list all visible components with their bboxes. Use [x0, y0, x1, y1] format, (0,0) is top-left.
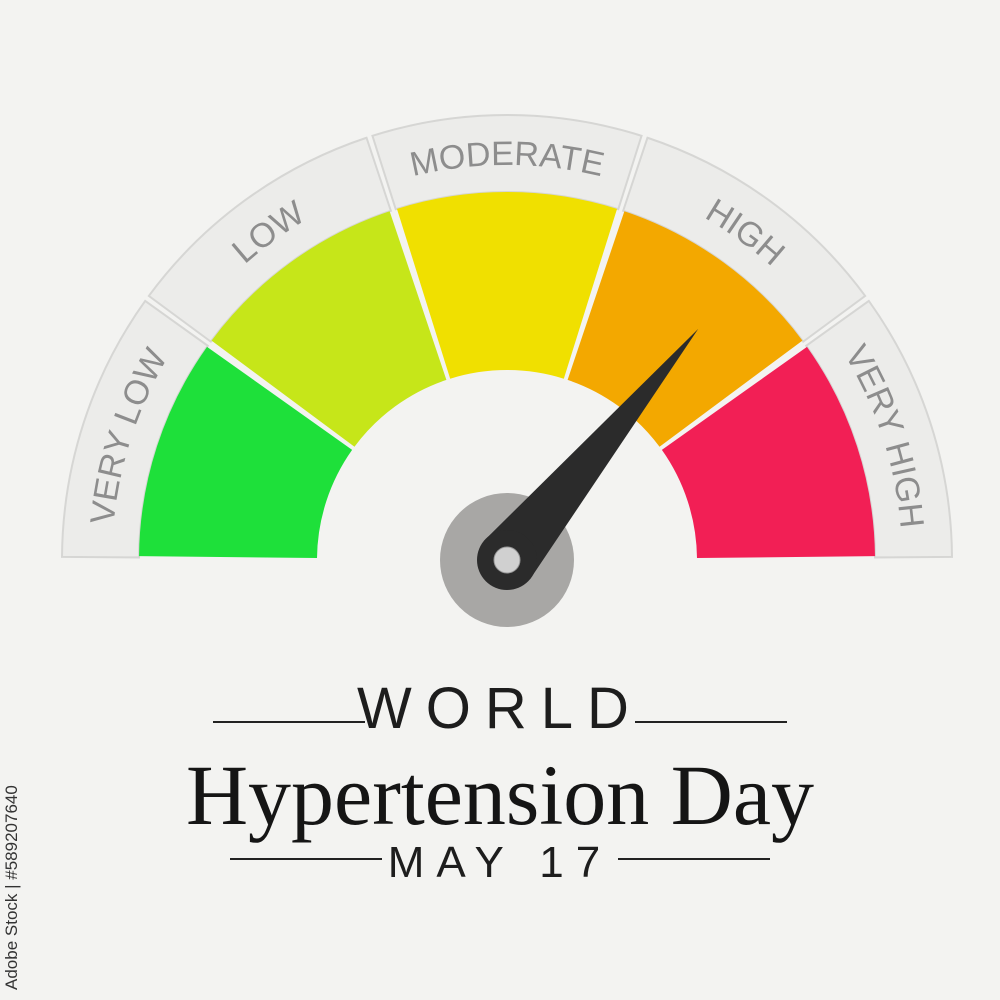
gauge-segment — [396, 192, 618, 379]
label-band — [61, 113, 953, 559]
divider-line — [635, 721, 787, 723]
gauge-segments — [139, 192, 875, 559]
world-heading: WORLD — [357, 676, 643, 741]
needle — [440, 328, 699, 627]
needle-pointer — [483, 328, 699, 580]
gauge-segment — [211, 211, 447, 447]
gauge-segment — [661, 346, 875, 559]
page-title: Hypertension Day — [185, 747, 815, 843]
gauge-segment — [139, 346, 353, 559]
needle-pin — [493, 546, 521, 574]
divider-line — [618, 858, 770, 860]
event-date: MAY 17 — [387, 838, 613, 887]
divider-line — [230, 858, 382, 860]
watermark: Adobe Stock | #589207640 — [2, 785, 21, 990]
divider-line — [213, 721, 365, 723]
gauge-segment — [567, 211, 803, 447]
